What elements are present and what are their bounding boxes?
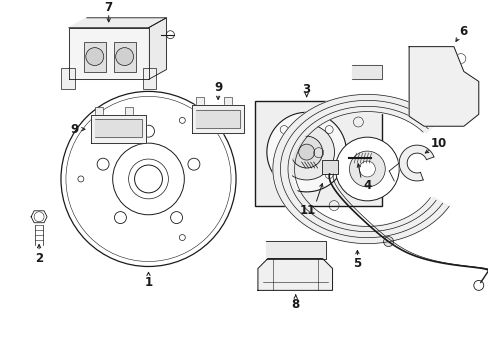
Bar [254,102,382,206]
Polygon shape [69,18,166,28]
Text: 9: 9 [214,81,222,94]
Bar [95,107,102,115]
Polygon shape [196,110,240,128]
Circle shape [86,48,103,66]
Polygon shape [95,119,141,137]
Text: 9: 9 [71,123,79,136]
Bar [196,97,204,105]
Bar [224,97,232,105]
Polygon shape [148,18,166,80]
Circle shape [418,67,462,110]
Circle shape [383,237,393,247]
Circle shape [266,112,346,192]
Bar [124,107,132,115]
Circle shape [359,161,375,177]
Polygon shape [69,28,148,80]
Circle shape [335,137,398,201]
Circle shape [298,144,314,160]
Text: 5: 5 [352,257,361,270]
Text: 10: 10 [430,137,446,150]
Circle shape [473,280,483,291]
Circle shape [116,48,133,66]
Bar [321,160,337,174]
Text: 2: 2 [35,252,43,265]
Polygon shape [398,145,433,181]
Text: 7: 7 [104,1,113,14]
Text: 6: 6 [459,25,467,38]
Bar [113,42,135,72]
Text: 4: 4 [363,179,371,192]
Text: 1: 1 [144,276,152,289]
Bar [61,68,75,89]
Circle shape [428,76,452,100]
Circle shape [349,151,385,187]
Bar [346,152,352,164]
Polygon shape [265,240,325,258]
Bar [142,68,156,89]
Polygon shape [192,105,244,133]
Text: 11: 11 [299,204,315,217]
Polygon shape [91,115,145,143]
Polygon shape [272,94,448,244]
Polygon shape [352,64,382,80]
Polygon shape [257,258,332,291]
Circle shape [278,124,334,180]
Text: 3: 3 [302,83,310,96]
Text: 8: 8 [291,298,299,311]
Polygon shape [408,47,478,126]
Circle shape [290,136,322,168]
Bar [83,42,105,72]
